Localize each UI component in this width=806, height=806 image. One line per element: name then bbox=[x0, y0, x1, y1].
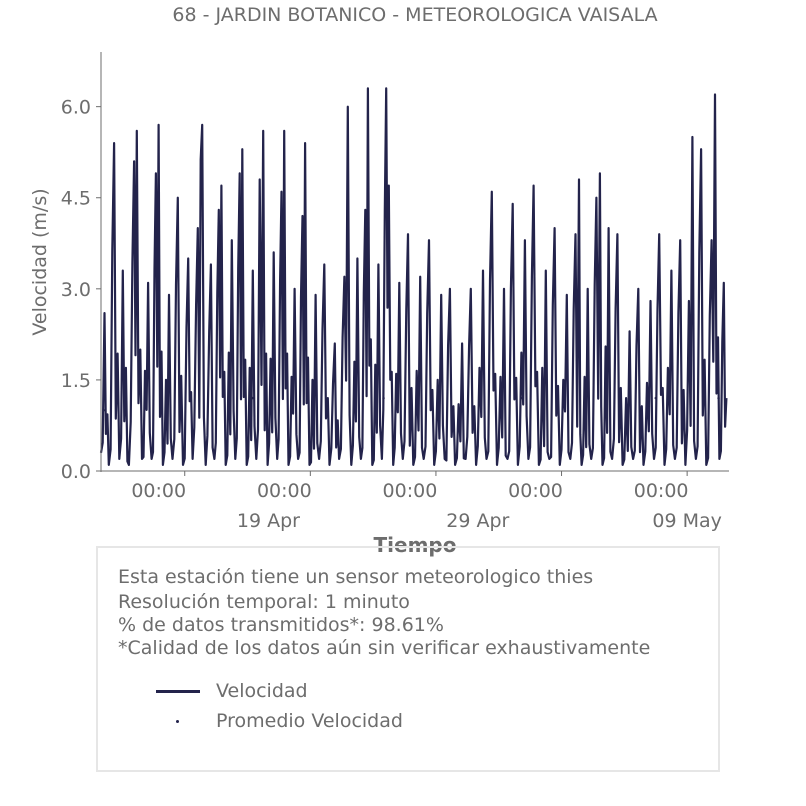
legend-item-velocidad: Velocidad bbox=[156, 680, 676, 704]
y-tick-label-2: 3.0 bbox=[61, 279, 91, 301]
info-line-quality: *Calidad de los datos aún sin verificar … bbox=[118, 637, 651, 659]
x-tick-label-2: 00:00 bbox=[383, 480, 438, 502]
plot-area bbox=[99, 87, 728, 466]
y-axis-label: Velocidad (m/s) bbox=[29, 188, 51, 335]
y-tick-label-4: 6.0 bbox=[61, 97, 91, 119]
x-date-label-0: 19 Apr bbox=[237, 510, 300, 532]
x-tick-label-1: 00:00 bbox=[257, 480, 312, 502]
info-line-resolution: Resolución temporal: 1 minuto bbox=[118, 591, 410, 613]
series-velocidad-line bbox=[99, 87, 728, 466]
axes: 0.0 1.5 3.0 4.5 6.0 00:00 00:00 00:00 00:00 00:00… bbox=[61, 52, 729, 532]
series-promedio-point-1 bbox=[251, 396, 254, 400]
y-tick-label-1: 1.5 bbox=[61, 370, 91, 392]
info-line-station: Esta estación tiene un sensor meteorolog… bbox=[118, 566, 594, 588]
series-promedio-point-5 bbox=[717, 396, 720, 400]
y-tick-label-0: 0.0 bbox=[61, 461, 91, 483]
series-promedio-point-0 bbox=[102, 409, 105, 412]
chart-title: 68 - JARDIN BOTANICO - METEOROLOGICA VAI… bbox=[172, 4, 657, 26]
legend-line-swatch bbox=[156, 690, 200, 693]
series-promedio-point-3 bbox=[520, 396, 523, 400]
x-date-label-1: 29 Apr bbox=[446, 510, 509, 532]
y-tick-label-3: 4.5 bbox=[61, 188, 91, 210]
x-date-label-2: 09 May bbox=[652, 510, 722, 532]
x-tick-label-3: 00:00 bbox=[508, 480, 563, 502]
series-promedio-point-2 bbox=[382, 396, 385, 400]
series-promedio-point-4 bbox=[654, 396, 657, 400]
info-line-transmitted: % de datos transmitidos*: 98.61% bbox=[118, 614, 444, 636]
legend-item-promedio: Promedio Velocidad bbox=[156, 710, 676, 734]
info-box: Esta estación tiene un sensor meteorolog… bbox=[96, 546, 720, 772]
legend-label-velocidad: Velocidad bbox=[216, 680, 308, 702]
x-tick-label-4: 00:00 bbox=[634, 480, 689, 502]
legend-label-promedio: Promedio Velocidad bbox=[216, 710, 403, 732]
legend-dot-swatch bbox=[176, 720, 179, 723]
x-tick-label-0: 00:00 bbox=[131, 480, 186, 502]
x-axis-label: Tiempo bbox=[374, 533, 457, 557]
chart: 68 - JARDIN BOTANICO - METEOROLOGICA VAI… bbox=[29, 4, 729, 557]
